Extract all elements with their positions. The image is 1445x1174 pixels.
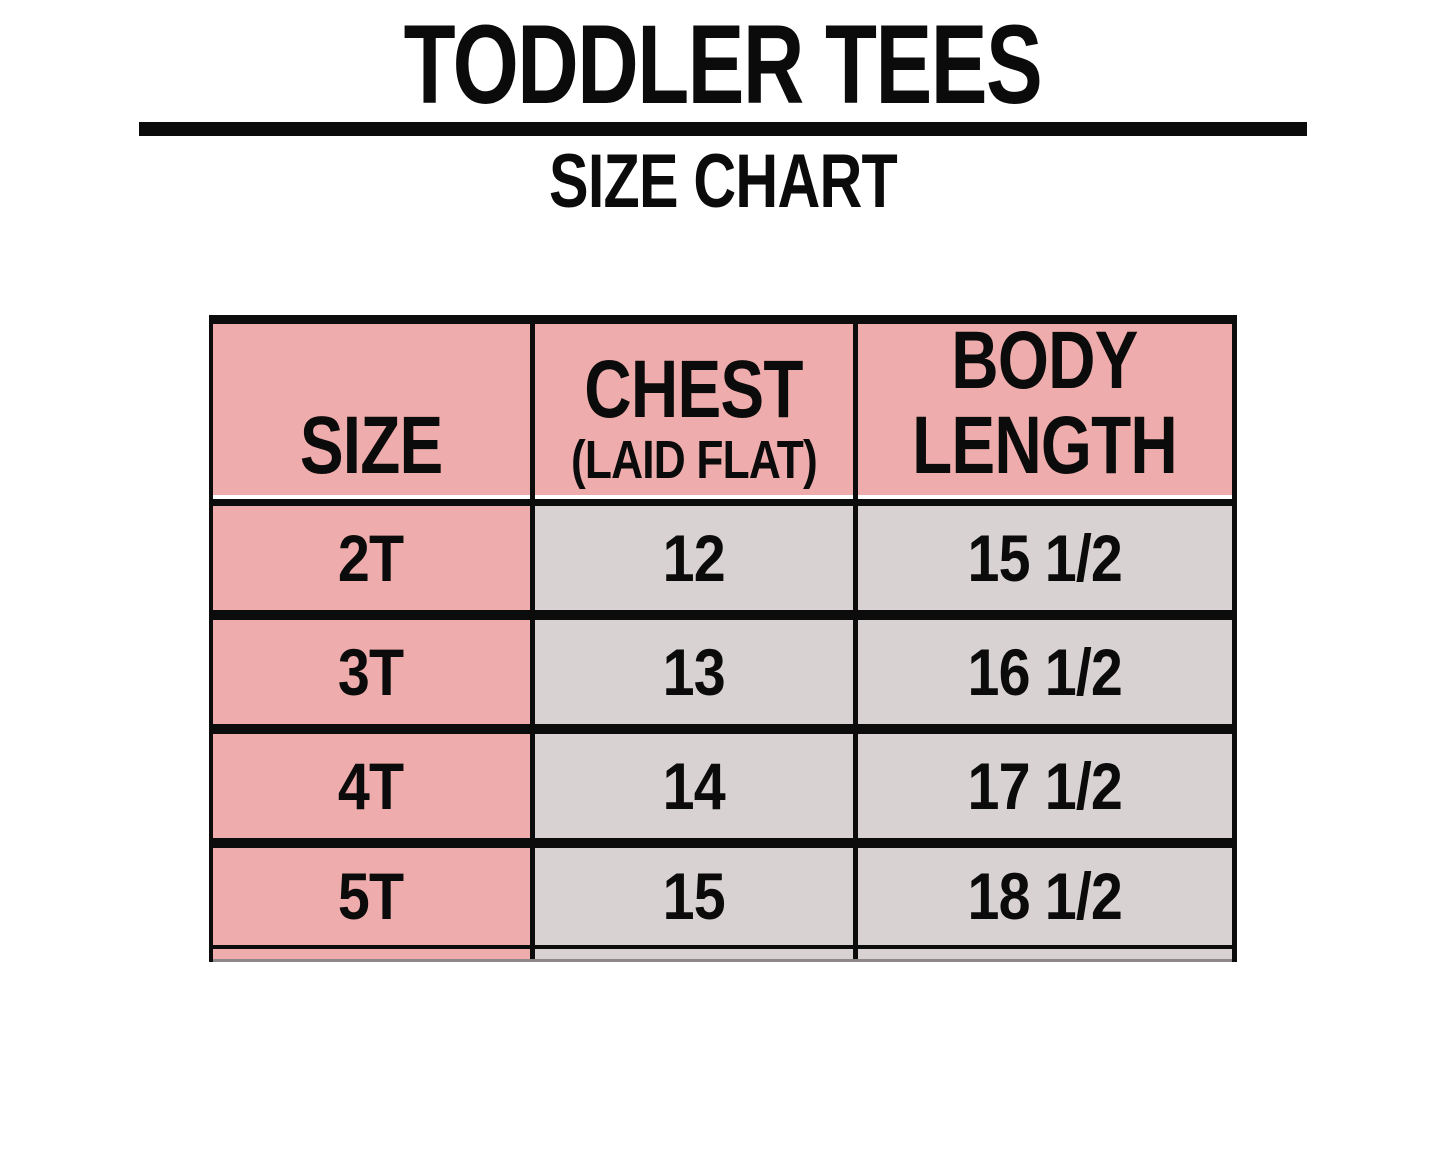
cell-size-2t: 2T bbox=[212, 505, 535, 610]
table-header-row: SIZE CHEST (LAID FLAT) BODY LENGTH bbox=[212, 318, 1232, 506]
body-length-column-label-line2: LENGTH bbox=[912, 400, 1178, 492]
size-value: 4T bbox=[338, 748, 404, 823]
table-row-2t: 2T 12 15 1/2 bbox=[212, 505, 1232, 610]
cell-chest-4t: 14 bbox=[534, 733, 858, 838]
body-length-column-label-line1: BODY bbox=[951, 315, 1138, 407]
partial-cell-chest bbox=[534, 948, 858, 959]
chest-column-sublabel: (LAID FLAT) bbox=[570, 429, 818, 490]
cell-size-4t: 4T bbox=[212, 733, 535, 838]
chest-value: 12 bbox=[662, 520, 725, 595]
size-column-label: SIZE bbox=[299, 400, 443, 492]
partial-cell-size bbox=[212, 948, 535, 959]
page-subtitle-text: SIZE CHART bbox=[548, 139, 898, 225]
body-length-value: 16 1/2 bbox=[967, 634, 1122, 709]
cell-body-length-5t: 18 1/2 bbox=[857, 847, 1232, 945]
chest-value: 15 bbox=[662, 859, 725, 934]
table-row-5t: 5T 15 18 1/2 bbox=[212, 837, 1232, 945]
partial-cell-body-length bbox=[857, 948, 1232, 959]
cell-body-length-2t: 15 1/2 bbox=[857, 505, 1232, 610]
cell-body-length-3t: 16 1/2 bbox=[857, 619, 1232, 724]
cell-chest-2t: 12 bbox=[534, 505, 858, 610]
header-cell-body-length: BODY LENGTH bbox=[857, 318, 1232, 499]
body-length-value: 17 1/2 bbox=[967, 748, 1122, 823]
chest-value: 13 bbox=[662, 634, 725, 709]
masthead: TODDLER TEES SIZE CHART bbox=[0, 0, 1445, 225]
cell-size-5t: 5T bbox=[212, 847, 535, 945]
cell-body-length-4t: 17 1/2 bbox=[857, 733, 1232, 838]
cell-chest-3t: 13 bbox=[534, 619, 858, 724]
table-row-3t: 3T 13 16 1/2 bbox=[212, 609, 1232, 724]
chest-column-label: CHEST bbox=[584, 343, 803, 435]
table-row-4t: 4T 14 17 1/2 bbox=[212, 723, 1232, 838]
size-value: 2T bbox=[338, 520, 404, 595]
size-value: 3T bbox=[338, 634, 404, 709]
header-cell-size: SIZE bbox=[212, 323, 535, 499]
chest-value: 14 bbox=[662, 748, 725, 823]
body-length-value: 15 1/2 bbox=[967, 520, 1122, 595]
page-subtitle: SIZE CHART bbox=[0, 139, 1445, 225]
cell-size-3t: 3T bbox=[212, 619, 535, 724]
size-chart-table: SIZE CHEST (LAID FLAT) BODY LENGTH 2T 12… bbox=[208, 314, 1237, 962]
header-cell-chest: CHEST (LAID FLAT) bbox=[534, 323, 858, 499]
title-divider bbox=[138, 122, 1307, 137]
page-title-text: TODDLER TEES bbox=[403, 2, 1043, 127]
page-title: TODDLER TEES bbox=[0, 2, 1445, 127]
body-length-value: 18 1/2 bbox=[967, 859, 1122, 934]
cell-chest-5t: 15 bbox=[534, 847, 858, 945]
table-partial-row bbox=[212, 944, 1232, 962]
size-value: 5T bbox=[338, 859, 404, 934]
